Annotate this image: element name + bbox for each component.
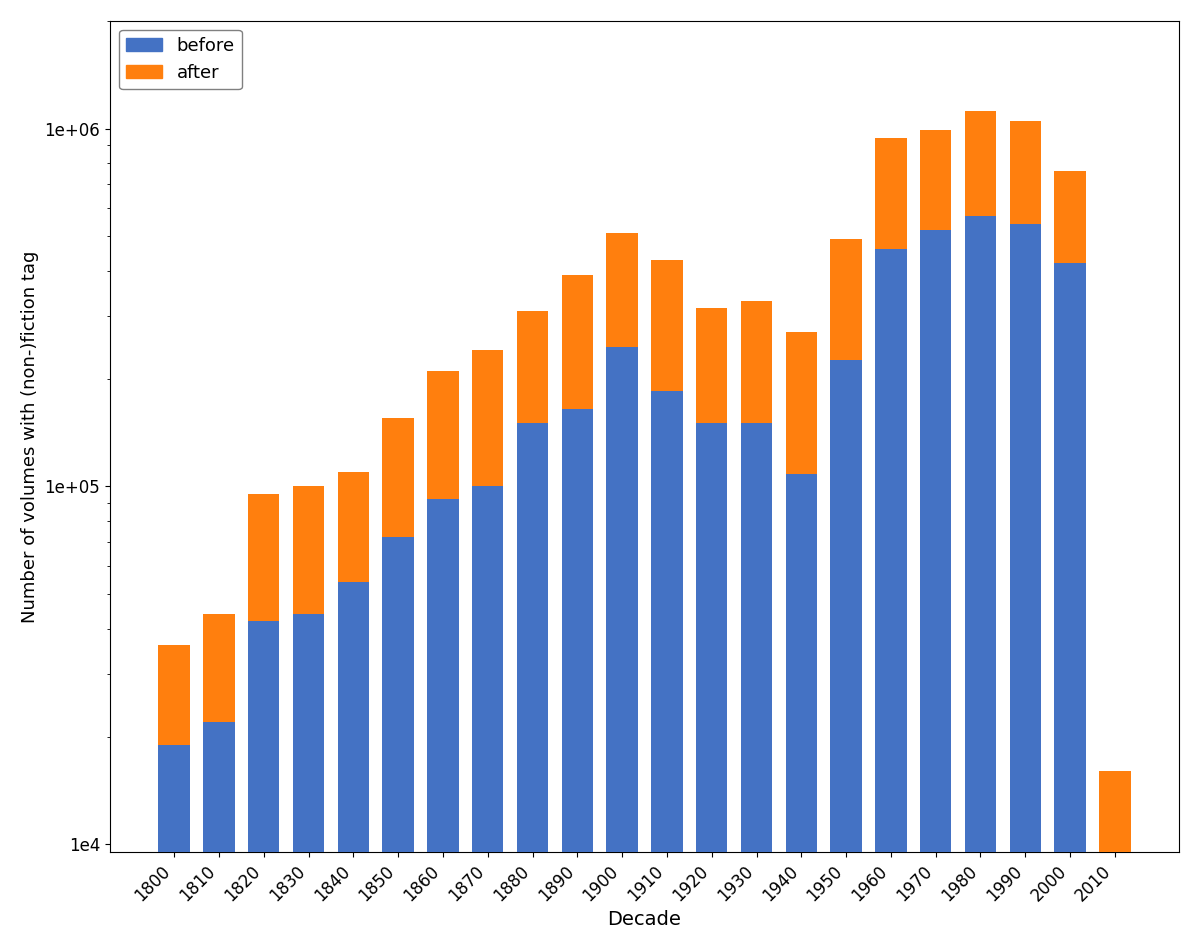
Bar — [920, 230, 952, 950]
Bar — [740, 301, 772, 424]
Bar — [1055, 171, 1086, 263]
Bar — [920, 130, 952, 230]
Bar — [562, 408, 593, 950]
Bar — [740, 424, 772, 950]
Bar — [293, 614, 324, 950]
Bar — [337, 582, 370, 950]
Y-axis label: Number of volumes with (non-)fiction tag: Number of volumes with (non-)fiction tag — [20, 251, 38, 623]
Bar — [875, 138, 906, 249]
Bar — [696, 424, 727, 950]
Bar — [427, 371, 458, 500]
Bar — [158, 745, 190, 950]
Bar — [472, 486, 504, 950]
Bar — [1009, 224, 1040, 950]
Bar — [606, 233, 637, 347]
Bar — [1099, 771, 1130, 950]
Bar — [472, 351, 504, 486]
Bar — [696, 308, 727, 424]
Bar — [248, 494, 280, 621]
X-axis label: Decade: Decade — [607, 910, 682, 929]
Bar — [427, 500, 458, 950]
Bar — [383, 418, 414, 538]
Bar — [203, 722, 235, 950]
Bar — [158, 645, 190, 745]
Bar — [652, 390, 683, 950]
Bar — [1009, 121, 1040, 224]
Bar — [517, 311, 548, 424]
Bar — [786, 332, 817, 474]
Bar — [965, 111, 996, 216]
Bar — [830, 239, 862, 360]
Bar — [1055, 263, 1086, 950]
Bar — [830, 360, 862, 950]
Legend: before, after: before, after — [119, 29, 242, 89]
Bar — [248, 621, 280, 950]
Bar — [383, 538, 414, 950]
Bar — [337, 471, 370, 582]
Bar — [293, 486, 324, 614]
Bar — [875, 249, 906, 950]
Bar — [203, 614, 235, 722]
Bar — [517, 424, 548, 950]
Bar — [606, 347, 637, 950]
Bar — [652, 259, 683, 390]
Bar — [786, 474, 817, 950]
Bar — [965, 216, 996, 950]
Bar — [562, 275, 593, 408]
